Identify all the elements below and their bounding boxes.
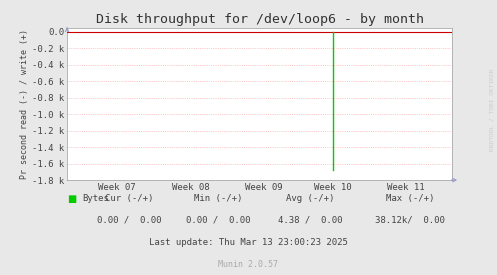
Text: ■: ■ [67,194,77,204]
Y-axis label: Pr second read (-) / write (+): Pr second read (-) / write (+) [20,29,29,179]
Text: Munin 2.0.57: Munin 2.0.57 [219,260,278,269]
Text: 0.00 /  0.00: 0.00 / 0.00 [186,216,251,225]
Text: Last update: Thu Mar 13 23:00:23 2025: Last update: Thu Mar 13 23:00:23 2025 [149,238,348,247]
Text: 4.38 /  0.00: 4.38 / 0.00 [278,216,343,225]
Text: Avg (-/+): Avg (-/+) [286,194,335,203]
Title: Disk throughput for /dev/loop6 - by month: Disk throughput for /dev/loop6 - by mont… [96,13,423,26]
Text: 0.00 /  0.00: 0.00 / 0.00 [97,216,162,225]
Text: 38.12k/  0.00: 38.12k/ 0.00 [375,216,445,225]
Text: Min (-/+): Min (-/+) [194,194,243,203]
Text: RRDTOOL / TOBI OETIKER: RRDTOOL / TOBI OETIKER [490,69,495,151]
Text: Bytes: Bytes [82,194,109,203]
Text: Max (-/+): Max (-/+) [386,194,434,203]
Text: Cur (-/+): Cur (-/+) [105,194,154,203]
